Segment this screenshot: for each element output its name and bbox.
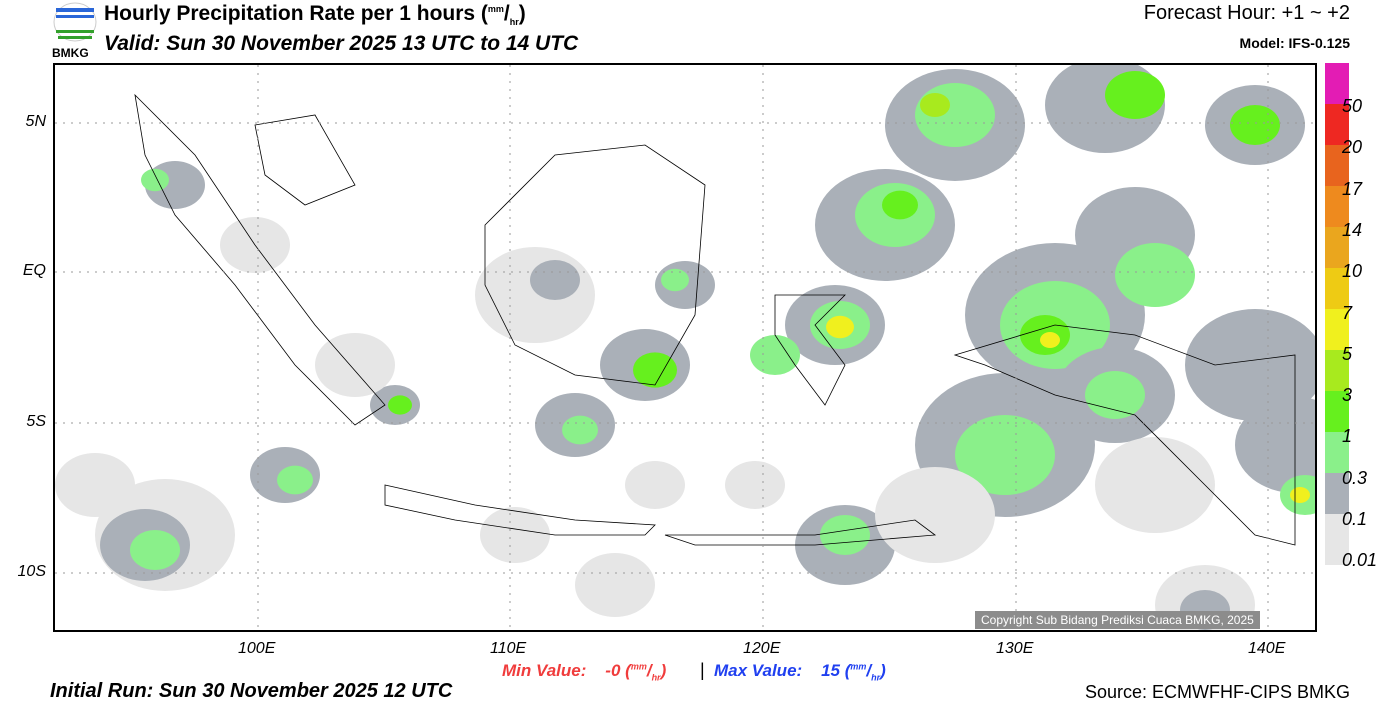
legend-color-swatch [1325, 514, 1349, 555]
legend-color-swatch [1325, 350, 1349, 391]
valid-time: Valid: Sun 30 November 2025 13 UTC to 14… [104, 32, 579, 55]
lon-tick-label: 100E [238, 640, 276, 657]
precip-area [750, 335, 800, 375]
legend-level-label: 20 [1342, 137, 1363, 158]
precip-area [141, 168, 169, 192]
lon-tick-label: 120E [743, 640, 781, 657]
initial-run: Initial Run: Sun 30 November 2025 12 UTC [50, 680, 453, 702]
coastline [484, 144, 706, 386]
precipitation-map [53, 57, 1355, 645]
legend-color-swatch [1325, 268, 1349, 309]
precip-area [882, 190, 918, 220]
legend-color-swatch [1325, 473, 1349, 514]
chart-title: Hourly Precipitation Rate per 1 hours (m… [104, 2, 526, 28]
legend-level-label: 7 [1342, 302, 1353, 323]
precip-area [130, 530, 180, 570]
legend-level-label: 0.1 [1342, 509, 1368, 529]
legend-level-label: 50 [1342, 96, 1363, 116]
precip-area [1040, 332, 1060, 348]
precip-area [875, 467, 995, 563]
precip-area [530, 260, 580, 300]
legend-color-swatch [1325, 227, 1349, 268]
lat-tick-label: 5S [26, 413, 46, 430]
max-value: Max Value: 15 (mm/hr) [714, 661, 886, 683]
precip-area [1185, 309, 1325, 421]
lat-tick-label: EQ [22, 262, 46, 279]
legend-color-swatch [1325, 309, 1349, 350]
legend-color-swatch [1325, 63, 1349, 104]
data-source: Source: ECMWFHF-CIPS BMKG [1084, 682, 1350, 702]
coastline [134, 93, 386, 426]
legend-color-swatch [1325, 432, 1349, 473]
model-name: Model: IFS-0.125 [1239, 35, 1350, 51]
precip-area [277, 465, 313, 495]
color-legend [1325, 63, 1349, 565]
legend-level-label: 10 [1342, 261, 1363, 282]
lon-tick-label: 140E [1248, 640, 1286, 657]
legend-level-label: 3 [1342, 385, 1353, 406]
min-value: Min Value: -0 (mm/hr) [502, 661, 667, 683]
precip-area [1085, 371, 1145, 419]
precip-area [315, 333, 395, 397]
precip-area [820, 515, 870, 555]
legend-level-label: 14 [1342, 219, 1363, 240]
precip-area [955, 415, 1055, 495]
precip-area [920, 93, 950, 117]
copyright: Copyright Sub Bidang Prediksi Cuaca BMKG… [975, 611, 1260, 629]
lon-tick-label: 130E [996, 640, 1034, 657]
legend-color-swatch [1325, 145, 1349, 186]
legend-color-swatch [1325, 391, 1349, 432]
coastline [664, 519, 937, 546]
coastline [254, 114, 356, 206]
precip-area [1115, 243, 1195, 307]
precip-area [475, 247, 595, 343]
logo-text: BMKG [52, 46, 89, 60]
legend-level-label: 1 [1342, 426, 1353, 447]
precip-area [633, 352, 677, 388]
map-canvas [55, 57, 1355, 645]
coastline [774, 294, 846, 406]
precip-area [1230, 105, 1280, 145]
lat-tick-label: 5N [25, 113, 46, 130]
precip-area [1095, 437, 1215, 533]
precip-area [661, 268, 689, 292]
separator: | [700, 660, 705, 680]
lat-tick-label: 10S [17, 563, 46, 580]
legend-level-label: 0.3 [1342, 467, 1368, 488]
legend-level-label: 17 [1342, 178, 1363, 199]
precip-area [826, 315, 854, 339]
bmkg-logo: BMKG [52, 2, 98, 60]
precip-area [388, 395, 412, 415]
coastline [384, 484, 656, 536]
lon-tick-label: 110E [490, 640, 527, 657]
precip-area [1290, 487, 1310, 503]
precip-area [480, 507, 550, 563]
legend-color-swatch [1325, 186, 1349, 227]
precip-area [575, 553, 655, 617]
precip-area [725, 461, 785, 509]
legend-level-label: 0.01 [1342, 550, 1378, 571]
precip-area [562, 415, 598, 445]
forecast-hour: Forecast Hour: +1 ~ +2 [1143, 2, 1350, 24]
precip-area [625, 461, 685, 509]
coastline [953, 324, 1296, 546]
legend-level-label: 5 [1342, 343, 1353, 364]
precip-area [1105, 71, 1165, 119]
legend-color-swatch [1325, 104, 1349, 145]
